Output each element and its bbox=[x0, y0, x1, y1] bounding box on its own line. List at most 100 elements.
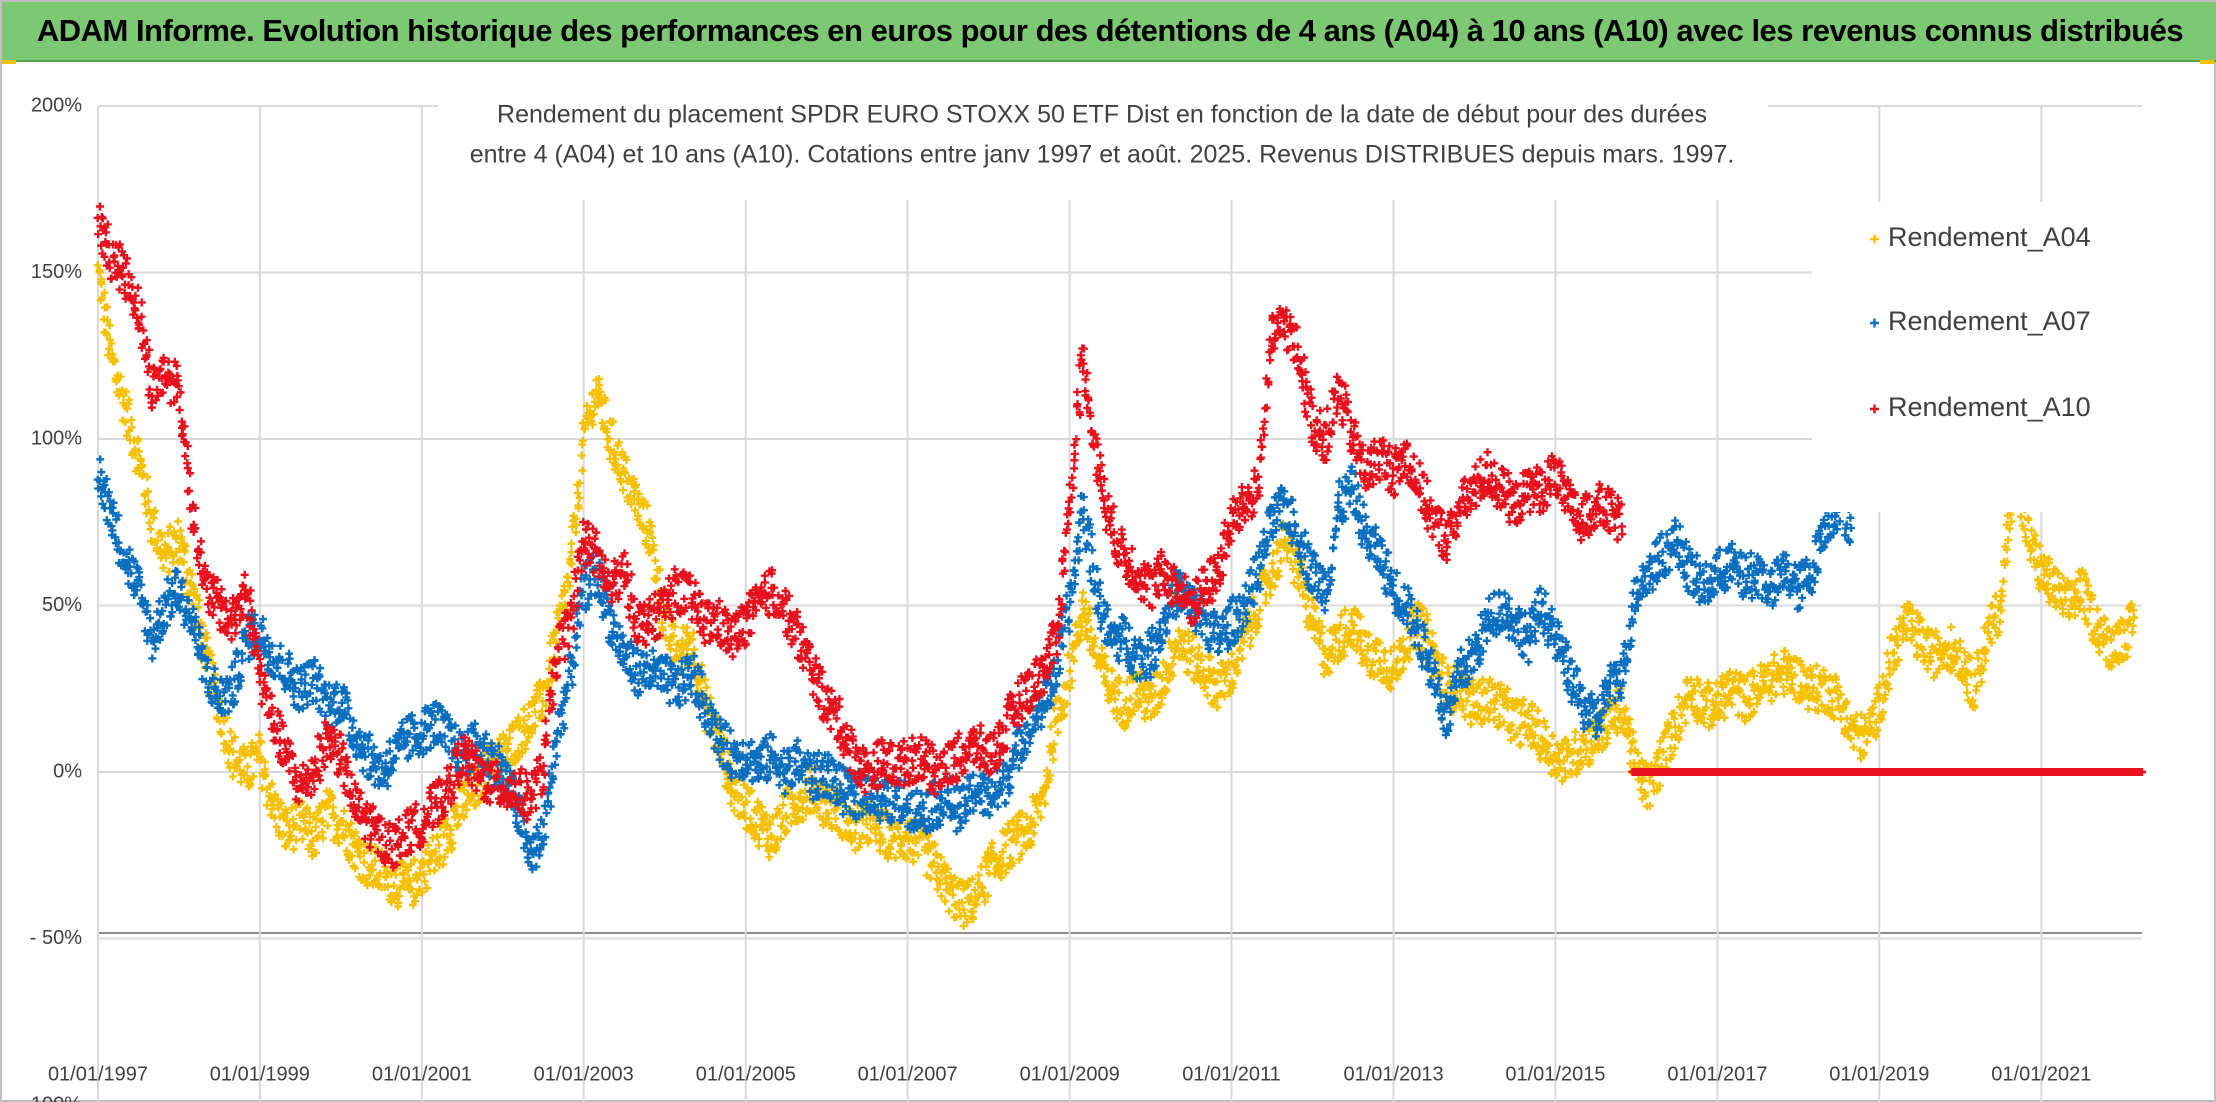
data-point bbox=[125, 396, 134, 405]
data-point bbox=[630, 487, 639, 496]
data-point bbox=[950, 873, 959, 882]
data-point bbox=[629, 474, 638, 483]
data-point bbox=[228, 747, 237, 756]
data-point bbox=[651, 575, 660, 584]
data-point bbox=[1972, 686, 1981, 695]
data-point bbox=[412, 891, 421, 900]
data-point bbox=[574, 504, 583, 513]
data-point bbox=[753, 797, 762, 806]
data-point bbox=[208, 659, 217, 668]
header-accent-right bbox=[2200, 60, 2214, 64]
data-point bbox=[737, 793, 746, 802]
data-point bbox=[757, 803, 766, 812]
data-point bbox=[834, 826, 843, 835]
data-point bbox=[779, 801, 788, 810]
data-point bbox=[282, 808, 291, 817]
data-point bbox=[883, 854, 892, 863]
data-point bbox=[758, 821, 767, 830]
data-point bbox=[605, 446, 614, 455]
data-point bbox=[1017, 849, 1026, 858]
data-point bbox=[934, 862, 943, 871]
data-point bbox=[95, 268, 104, 277]
data-point bbox=[782, 827, 791, 836]
data-point bbox=[588, 420, 597, 429]
data-point bbox=[1053, 728, 1062, 737]
data-point bbox=[596, 387, 605, 396]
data-point bbox=[909, 857, 918, 866]
data-point bbox=[177, 533, 186, 542]
data-point bbox=[134, 435, 143, 444]
data-point bbox=[1770, 650, 1779, 659]
data-point bbox=[405, 877, 414, 886]
data-point bbox=[1926, 657, 1935, 666]
data-point bbox=[272, 822, 281, 831]
data-point bbox=[702, 683, 711, 692]
data-point bbox=[105, 321, 114, 330]
data-point bbox=[314, 831, 323, 840]
data-point bbox=[195, 596, 204, 605]
data-point bbox=[878, 838, 887, 847]
data-point bbox=[963, 918, 972, 927]
data-point bbox=[1981, 656, 1990, 665]
data-point bbox=[544, 682, 553, 691]
data-point bbox=[524, 725, 533, 734]
data-point bbox=[610, 448, 619, 457]
data-point bbox=[530, 707, 539, 716]
data-point bbox=[983, 891, 992, 900]
data-point bbox=[665, 636, 674, 645]
data-point bbox=[307, 841, 316, 850]
data-point bbox=[194, 603, 203, 612]
data-point bbox=[997, 873, 1006, 882]
data-point bbox=[144, 487, 153, 496]
data-point bbox=[1114, 656, 1123, 665]
data-point bbox=[875, 846, 884, 855]
data-point bbox=[240, 770, 249, 779]
data-point bbox=[122, 431, 131, 440]
data-point bbox=[1042, 782, 1051, 791]
data-point bbox=[1067, 676, 1076, 685]
report-header: ADAM Informe. Evolution historique des p… bbox=[2, 2, 2216, 62]
data-point bbox=[2016, 512, 2025, 521]
data-point bbox=[391, 870, 400, 879]
data-point bbox=[948, 890, 957, 899]
data-point bbox=[831, 814, 840, 823]
data-point bbox=[2079, 606, 2088, 615]
data-point bbox=[454, 820, 463, 829]
data-point bbox=[334, 839, 343, 848]
data-point bbox=[140, 491, 149, 500]
data-point bbox=[1063, 699, 1072, 708]
data-point bbox=[1974, 654, 1983, 663]
data-point bbox=[1203, 691, 1212, 700]
data-point bbox=[2021, 533, 2030, 542]
data-point bbox=[121, 418, 130, 427]
data-point bbox=[107, 339, 116, 348]
data-point bbox=[874, 823, 883, 832]
data-point bbox=[1088, 546, 1097, 555]
data-point bbox=[1014, 831, 1023, 840]
data-point bbox=[567, 548, 576, 557]
data-point bbox=[2095, 648, 2104, 657]
data-point bbox=[1467, 720, 1476, 729]
data-point bbox=[376, 869, 385, 878]
data-point bbox=[538, 697, 547, 706]
data-point bbox=[1999, 577, 2008, 586]
data-point bbox=[670, 622, 679, 631]
data-point bbox=[159, 563, 168, 572]
data-point bbox=[249, 772, 258, 781]
data-point bbox=[345, 825, 354, 834]
data-point bbox=[1098, 644, 1107, 653]
data-point bbox=[1046, 722, 1055, 731]
data-point bbox=[236, 777, 245, 786]
data-point bbox=[134, 447, 143, 456]
data-point bbox=[961, 911, 970, 920]
data-point bbox=[766, 820, 775, 829]
data-point bbox=[179, 558, 188, 567]
data-point bbox=[1963, 688, 1972, 697]
data-point bbox=[933, 885, 942, 894]
data-point bbox=[867, 824, 876, 833]
data-point bbox=[340, 807, 349, 816]
data-point bbox=[340, 833, 349, 842]
data-point bbox=[535, 690, 544, 699]
data-point bbox=[241, 746, 250, 755]
data-point bbox=[381, 873, 390, 882]
